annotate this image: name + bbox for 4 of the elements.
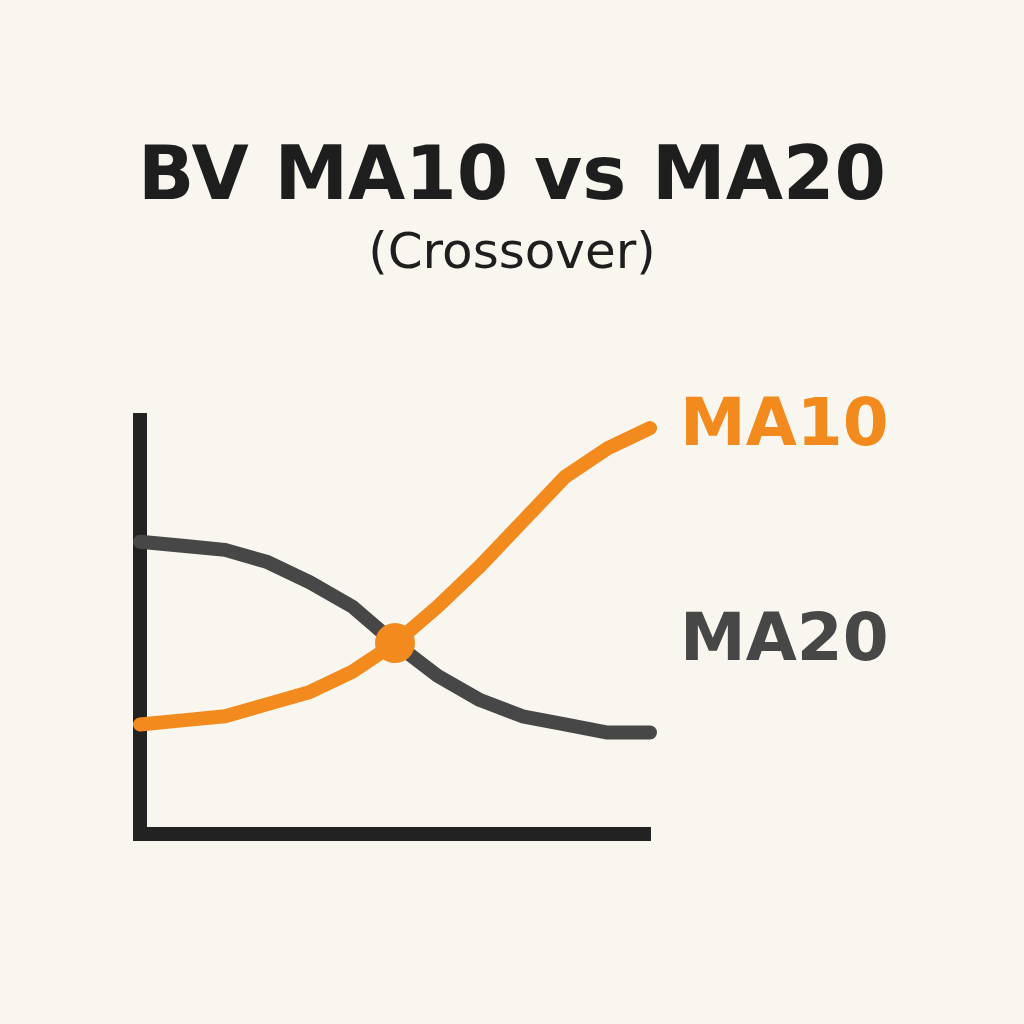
series-label: MA10 (680, 384, 889, 462)
chart-title: BV MA10 vs MA20 (137, 130, 887, 216)
chart-subtitle: (Crossover) (367, 222, 657, 280)
series-label: MA20 (680, 598, 889, 676)
